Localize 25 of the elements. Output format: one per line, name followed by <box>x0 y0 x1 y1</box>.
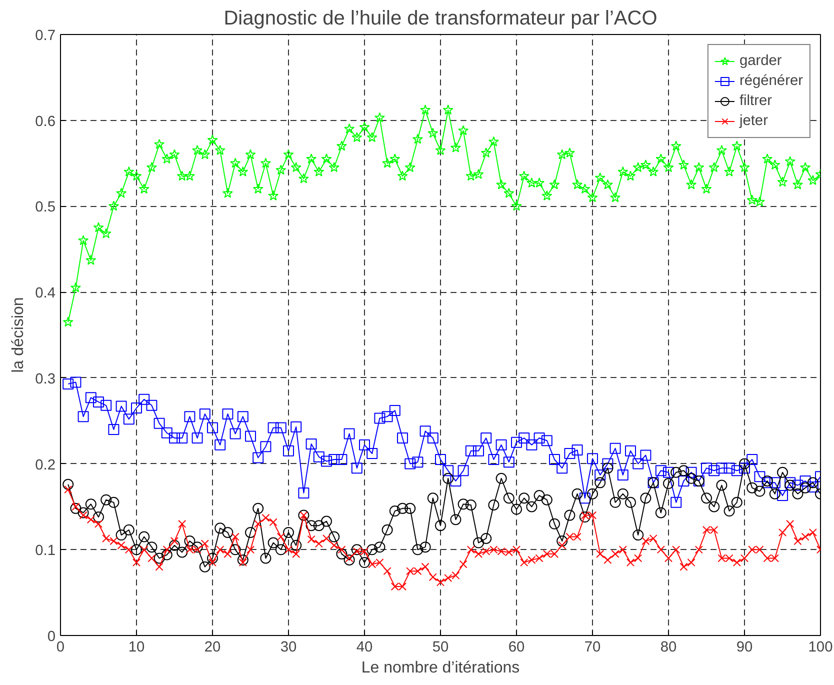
legend-label: régénérer <box>739 73 803 89</box>
x-tick-label: 100 <box>808 640 833 656</box>
legend-label: jeter <box>739 113 768 129</box>
x-tick-label: 60 <box>508 640 525 656</box>
x-tick-label: 30 <box>280 640 297 656</box>
x-tick-label: 20 <box>204 640 221 656</box>
y-tick-label: 0.2 <box>35 457 56 474</box>
x-axis-title: Le nombre d’itérations <box>361 660 520 676</box>
y-axis-title: la décision <box>10 297 28 373</box>
y-tick-label: 0.1 <box>35 543 56 560</box>
x-tick-label: 50 <box>432 640 449 656</box>
chart-title: Diagnostic de l’huile de transformateur par l’ACO <box>224 8 658 30</box>
legend-label: filtrer <box>739 93 772 109</box>
y-tick-label: 0.5 <box>35 200 56 216</box>
x-tick-label: 80 <box>660 640 677 656</box>
x-tick-label: 90 <box>736 640 753 656</box>
y-tick-label: 0.6 <box>35 114 56 130</box>
x-tick-label: 70 <box>584 640 601 656</box>
y-tick-label: 0.3 <box>35 371 56 388</box>
y-tick-label: 0.7 <box>35 28 56 44</box>
y-tick-label: 0.4 <box>35 286 56 302</box>
x-tick-label: 10 <box>128 640 145 656</box>
y-tick-label: 0 <box>47 629 56 645</box>
x-tick-label: 40 <box>356 640 373 656</box>
legend-label: garder <box>739 53 782 69</box>
